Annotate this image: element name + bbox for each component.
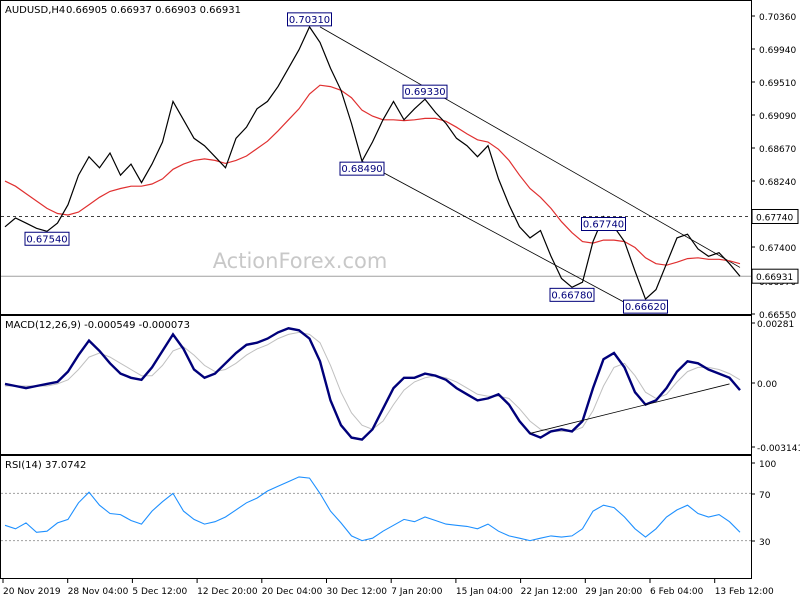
- price-ytick-label: 0.69090: [759, 112, 796, 122]
- price-annotation-0: 0.70310: [287, 12, 332, 27]
- price-annotation-label: 0.66780: [551, 290, 592, 301]
- price-level-tag-label: 0.66931: [756, 273, 793, 283]
- macd-trendline-0: [529, 383, 730, 434]
- price-ytick-label: 0.66550: [759, 311, 796, 321]
- macd-ytick-label: -0.003141: [757, 444, 800, 454]
- price-ytick-label: 0.69510: [759, 79, 796, 89]
- price-level-tag-box: [751, 208, 799, 224]
- x-tick-label: 29 Jan 20:00: [585, 587, 642, 597]
- x-tick-label: 20 Dec 04:00: [262, 587, 323, 597]
- x-tick-label: 20 Nov 2019: [3, 587, 61, 597]
- price-level-tag-0: 0.67740: [751, 208, 799, 224]
- price-level-tag-1: 0.66931: [751, 268, 799, 284]
- rsi-ytick-label: 30: [759, 538, 771, 548]
- rsi-ytick-label: 100: [759, 460, 776, 470]
- price-trendline-1: [361, 160, 636, 309]
- rsi-ytick-label: 70: [759, 491, 771, 501]
- rsi-header: RSI(14) 37.0742: [5, 460, 86, 471]
- price-trendline-0: [319, 26, 741, 268]
- price-annotation-4: 0.67740: [581, 216, 626, 231]
- x-tick-label: 13 Feb 12:00: [715, 587, 774, 597]
- price-annotation-label: 0.67740: [583, 219, 624, 230]
- price-ytick-label: 0.69940: [759, 46, 796, 56]
- x-tick-label: 22 Jan 12:00: [521, 587, 578, 597]
- price-annotation-box: [287, 12, 332, 27]
- price-annotation-5: 0.66780: [549, 287, 595, 302]
- price-annotation-label: 0.67540: [26, 234, 67, 245]
- x-tick-label: 15 Jan 04:00: [456, 587, 513, 597]
- rsi-line: [4, 476, 741, 542]
- macd-line: [4, 327, 741, 441]
- price-ytick-label: 0.68240: [759, 178, 796, 188]
- x-tick-label: 28 Nov 04:00: [68, 587, 129, 597]
- x-tick-label: 7 Jan 20:00: [391, 587, 443, 597]
- price-annotation-box: [402, 84, 448, 99]
- price-annotation-label: 0.70310: [289, 15, 330, 26]
- price-line: [4, 25, 741, 301]
- price-level-tag-box: [751, 268, 799, 284]
- price-annotation-6: 0.66620: [623, 299, 668, 314]
- price-annotation-3: 0.67540: [24, 231, 70, 246]
- macd-ytick-label: 0.00: [757, 380, 777, 390]
- x-tick-label: 12 Dec 20:00: [197, 587, 258, 597]
- price-level-tag-label: 0.67740: [756, 213, 793, 223]
- x-tick-label: 6 Feb 04:00: [650, 587, 704, 597]
- macd-header: MACD(12,26,9) -0.000549 -0.000073: [5, 320, 190, 331]
- price-annotation-2: 0.68490: [339, 161, 385, 176]
- price-annotation-label: 0.68490: [341, 164, 382, 175]
- price-annotation-box: [549, 287, 595, 302]
- price-annotation-box: [24, 231, 70, 246]
- macd-ytick-label: 0.00281: [757, 320, 794, 330]
- price-ma-line: [4, 84, 741, 266]
- price-annotation-1: 0.69330: [402, 84, 448, 99]
- price-ytick-label: 0.70360: [759, 13, 796, 23]
- macd-panel: [0, 315, 752, 455]
- price-panel: [0, 0, 752, 315]
- price-annotation-box: [623, 299, 668, 314]
- x-tick-label: 30 Dec 12:00: [327, 587, 388, 597]
- price-annotation-label: 0.66620: [625, 302, 666, 313]
- x-tick-label: 5 Dec 12:00: [132, 587, 187, 597]
- price-annotation-label: 0.69330: [404, 87, 445, 98]
- price-header-symbol: AUDUSD,H4: [5, 5, 65, 16]
- price-ytick-label: 0.67400: [759, 244, 796, 254]
- rsi-panel: [0, 455, 752, 579]
- price-annotation-box: [581, 216, 626, 231]
- price-header-ohlc: 0.66905 0.66937 0.66903 0.66931: [66, 5, 241, 16]
- watermark: ActionForex.com: [213, 249, 388, 273]
- price-annotation-box: [339, 161, 385, 176]
- price-ytick-label: 0.68670: [759, 145, 796, 155]
